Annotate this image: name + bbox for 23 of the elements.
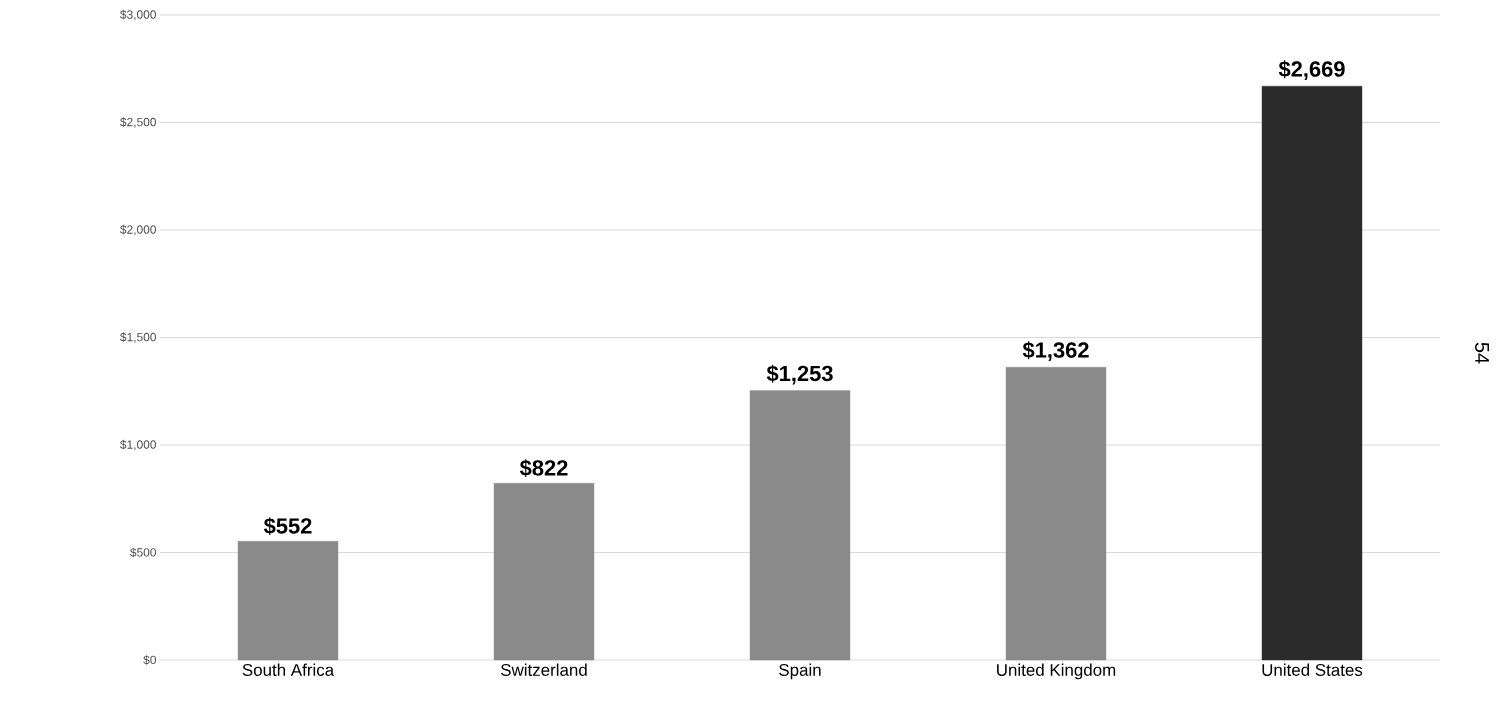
bar (1261, 85, 1363, 661)
bar (237, 541, 339, 661)
x-tick-label: Spain (779, 663, 821, 680)
y-tick-label: $1,000 (120, 439, 157, 451)
y-tick-label: $0 (143, 655, 157, 665)
y-tick-label: $2,500 (120, 117, 157, 128)
bar (749, 390, 851, 661)
y-tick-label: $1,500 (120, 332, 157, 343)
bar (493, 483, 595, 661)
y-tick-label: $500 (130, 547, 157, 558)
x-tick-label: Switzerland (501, 663, 587, 676)
data-label: $552 (263, 517, 312, 536)
text: 54 (1475, 342, 1489, 364)
y-tick-label: $2,000 (120, 224, 157, 236)
bar (1005, 366, 1107, 661)
x-tick-label: United Kingdom (997, 663, 1116, 680)
x-tick-label: South Africa (242, 663, 335, 676)
x-tick-label: United States (1262, 663, 1363, 676)
data-label: $1,253 (766, 364, 833, 385)
y-tick-label: $3,000 (120, 9, 157, 21)
data-label: $822 (519, 459, 568, 478)
data-label: $1,362 (1022, 341, 1089, 361)
data-label: $2,669 (1278, 60, 1345, 80)
